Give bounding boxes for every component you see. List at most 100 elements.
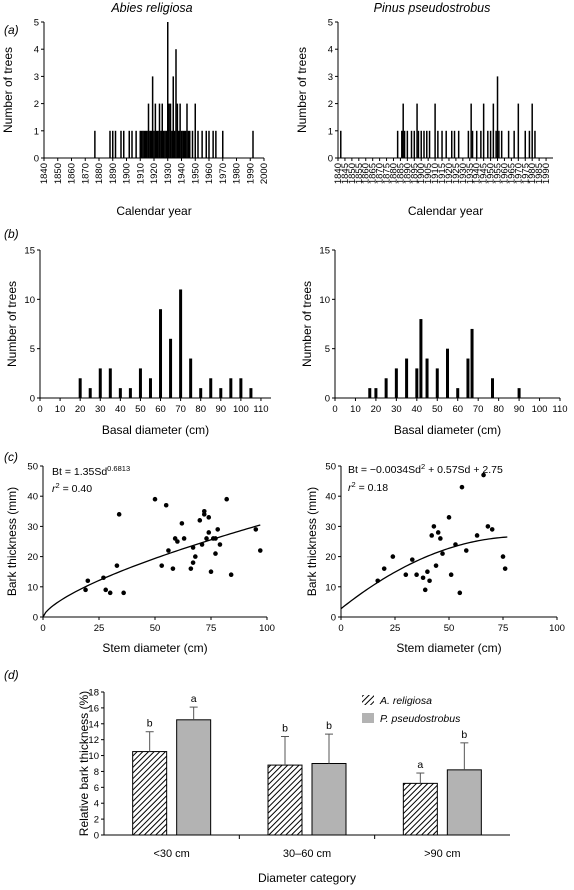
y-tick-label: 5 (34, 18, 39, 29)
data-point (485, 524, 491, 529)
data-point (206, 515, 212, 520)
bar (500, 130, 503, 158)
x-tick-label: 100 (532, 404, 548, 415)
y-tick-label: 10 (325, 582, 336, 593)
bar (168, 103, 170, 158)
chart-relative-bark-thickness: 0 2 4 6 8 10 12 14 16 18 <30 cm b a 30–60 cm b b >90 cm a… (77, 688, 510, 885)
y-tick-label: 40 (27, 492, 38, 503)
x-tick-label: 1930 (163, 163, 174, 184)
x-tick-label: 1970 (513, 163, 524, 184)
bar (419, 319, 423, 398)
data-point (208, 569, 214, 574)
y-tick-label: 30 (325, 522, 336, 533)
bar (153, 130, 155, 158)
data-point (438, 536, 443, 541)
bar (112, 130, 114, 158)
r-squared: r2 = 0.40 (52, 481, 92, 495)
bar (517, 388, 521, 398)
y-tick-label: 5 (325, 344, 330, 355)
x-category-label: 30–60 cm (283, 848, 331, 860)
data-point (85, 578, 91, 584)
bar (446, 348, 449, 398)
y-tick-label: 2 (34, 99, 39, 110)
bar (528, 130, 531, 158)
x-tick-label: 1965 (506, 163, 517, 184)
bar (402, 103, 404, 158)
bar (491, 378, 494, 398)
equation-rest: + 0.57Sd + 2.75 (425, 464, 503, 476)
r-squared: r2 = 0.18 (348, 480, 388, 494)
x-tick-label: 40 (412, 404, 423, 415)
y-tick-label: 14 (88, 719, 99, 730)
x-tick-label: 1940 (472, 163, 483, 184)
data-point (159, 563, 165, 568)
x-axis-label: Diameter category (258, 871, 356, 885)
x-tick-label: 1860 (67, 163, 78, 184)
bar (212, 130, 214, 158)
bar (426, 130, 428, 158)
bar (219, 388, 223, 398)
significance-letter: b (326, 720, 332, 732)
x-tick-label: 1925 (451, 163, 462, 184)
data-point (253, 527, 259, 532)
data-point (188, 566, 194, 571)
bar (401, 130, 403, 158)
bar (114, 130, 117, 158)
x-tick-label: 30 (95, 404, 106, 415)
bar (183, 130, 185, 158)
x-tick-label: 1850 (347, 163, 358, 184)
bar (406, 130, 409, 158)
bar (98, 368, 102, 398)
y-axis-label: Number of trees (300, 281, 314, 367)
x-tick-label: 1890 (108, 163, 119, 184)
data-point (489, 527, 495, 532)
panel-label-a: (a) (4, 23, 19, 37)
bar (208, 130, 210, 158)
data-point (403, 572, 409, 578)
x-tick-label: 25 (94, 623, 105, 634)
x-tick-label: 10 (55, 404, 66, 415)
bar (161, 103, 163, 158)
x-tick-label: 80 (195, 404, 206, 415)
y-tick-label: 20 (27, 552, 38, 563)
data-point (152, 496, 158, 502)
bar (140, 130, 143, 158)
x-tick-label: 10 (350, 404, 361, 415)
y-tick-label: 1 (328, 126, 333, 137)
bar (413, 130, 416, 158)
y-axis-label: Number of trees (5, 281, 19, 367)
data-point (114, 563, 120, 568)
y-tick-label: 0 (34, 154, 39, 165)
data-point (107, 590, 113, 596)
equation-base: Bt = −0.0034Sd (348, 464, 421, 476)
bar (475, 130, 478, 158)
r2-value: = 0.40 (60, 483, 93, 495)
bar (531, 103, 533, 158)
bar (524, 130, 527, 158)
data-point (474, 533, 480, 538)
data-point (197, 518, 203, 523)
chart-pinus-calendar-year: 1840184518501855186018651870187518801885… (295, 18, 553, 218)
bar (187, 130, 190, 158)
x-tick-label: 1935 (465, 163, 476, 184)
bar (108, 368, 112, 398)
bar (157, 130, 159, 158)
y-tick-label: 15 (319, 246, 330, 257)
legend-swatch (362, 695, 374, 705)
data-point (190, 560, 196, 565)
fit-equation: Bt = 1.35Sd0.6813 (52, 464, 130, 478)
y-tick-label: 8 (94, 767, 99, 778)
y-tick-label: 18 (88, 688, 99, 699)
y-tick-label: 10 (319, 295, 330, 306)
x-tick-label: 0 (332, 404, 337, 415)
x-tick-label: 1870 (80, 163, 91, 184)
x-tick-label: 2000 (259, 163, 270, 184)
x-tick-label: 70 (473, 404, 484, 415)
bar (165, 130, 168, 158)
x-tick-label: 1870 (375, 163, 386, 184)
data-point (163, 502, 169, 508)
bar (179, 103, 181, 158)
y-tick-label: 4 (94, 799, 99, 810)
x-category-label: <30 cm (153, 848, 189, 860)
x-tick-label: 40 (115, 404, 126, 415)
